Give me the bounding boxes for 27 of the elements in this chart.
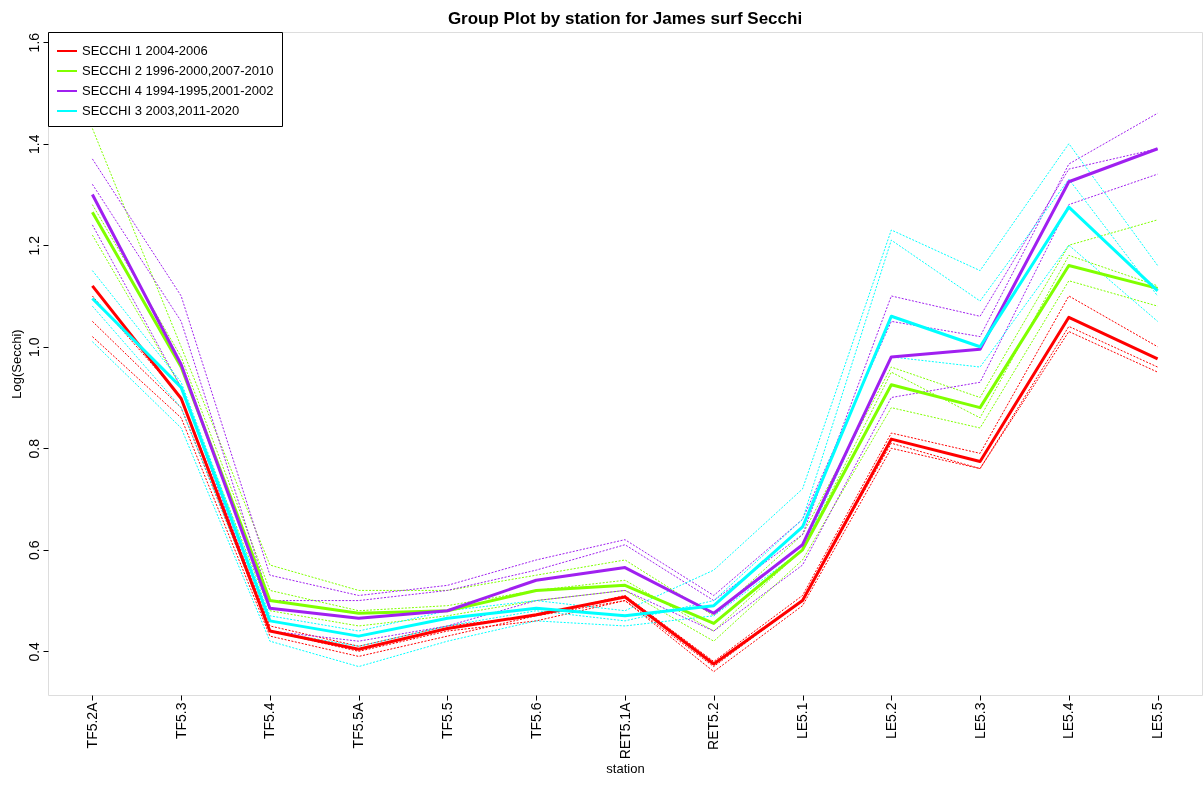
x-tick-label: TF5.5A (350, 701, 367, 749)
x-tick-label: TF5.2A (83, 701, 100, 749)
legend-label: SECCHI 3 2003,2011-2020 (82, 103, 240, 118)
y-tick-label: 1.0 (25, 337, 42, 357)
legend-label: SECCHI 1 2004-2006 (82, 43, 208, 58)
x-tick-label: TF5.5 (438, 702, 455, 740)
x-tick-label: LE5.1 (794, 702, 811, 740)
y-tick-label: 1.2 (25, 235, 42, 256)
x-tick-label: LE5.5 (1149, 702, 1166, 740)
legend-label: SECCHI 2 1996-2000,2007-2010 (82, 63, 274, 78)
y-tick-label: 0.8 (25, 438, 42, 459)
y-tick-label: 1.4 (25, 134, 42, 154)
x-tick-label: RET5.1A (616, 701, 633, 760)
x-tick-label: LE5.3 (971, 702, 988, 740)
x-tick-label: LE5.2 (882, 702, 899, 740)
x-tick-label: TF5.6 (527, 702, 544, 740)
y-tick-label: 1.6 (25, 32, 42, 53)
x-tick-label: TF5.4 (261, 702, 278, 740)
y-tick-label: 0.6 (25, 540, 42, 561)
legend-label: SECCHI 4 1994-1995,2001-2002 (82, 83, 274, 98)
x-tick-label: LE5.4 (1060, 702, 1077, 740)
y-tick-label: 0.4 (25, 641, 42, 662)
chart-title: Group Plot by station for James surf Secchi (447, 9, 803, 28)
x-tick-label: RET5.2 (705, 702, 722, 750)
x-axis-title: station (606, 761, 645, 777)
x-tick-label: TF5.3 (172, 702, 189, 740)
y-axis-title: Log(Secchi) (8, 329, 24, 399)
